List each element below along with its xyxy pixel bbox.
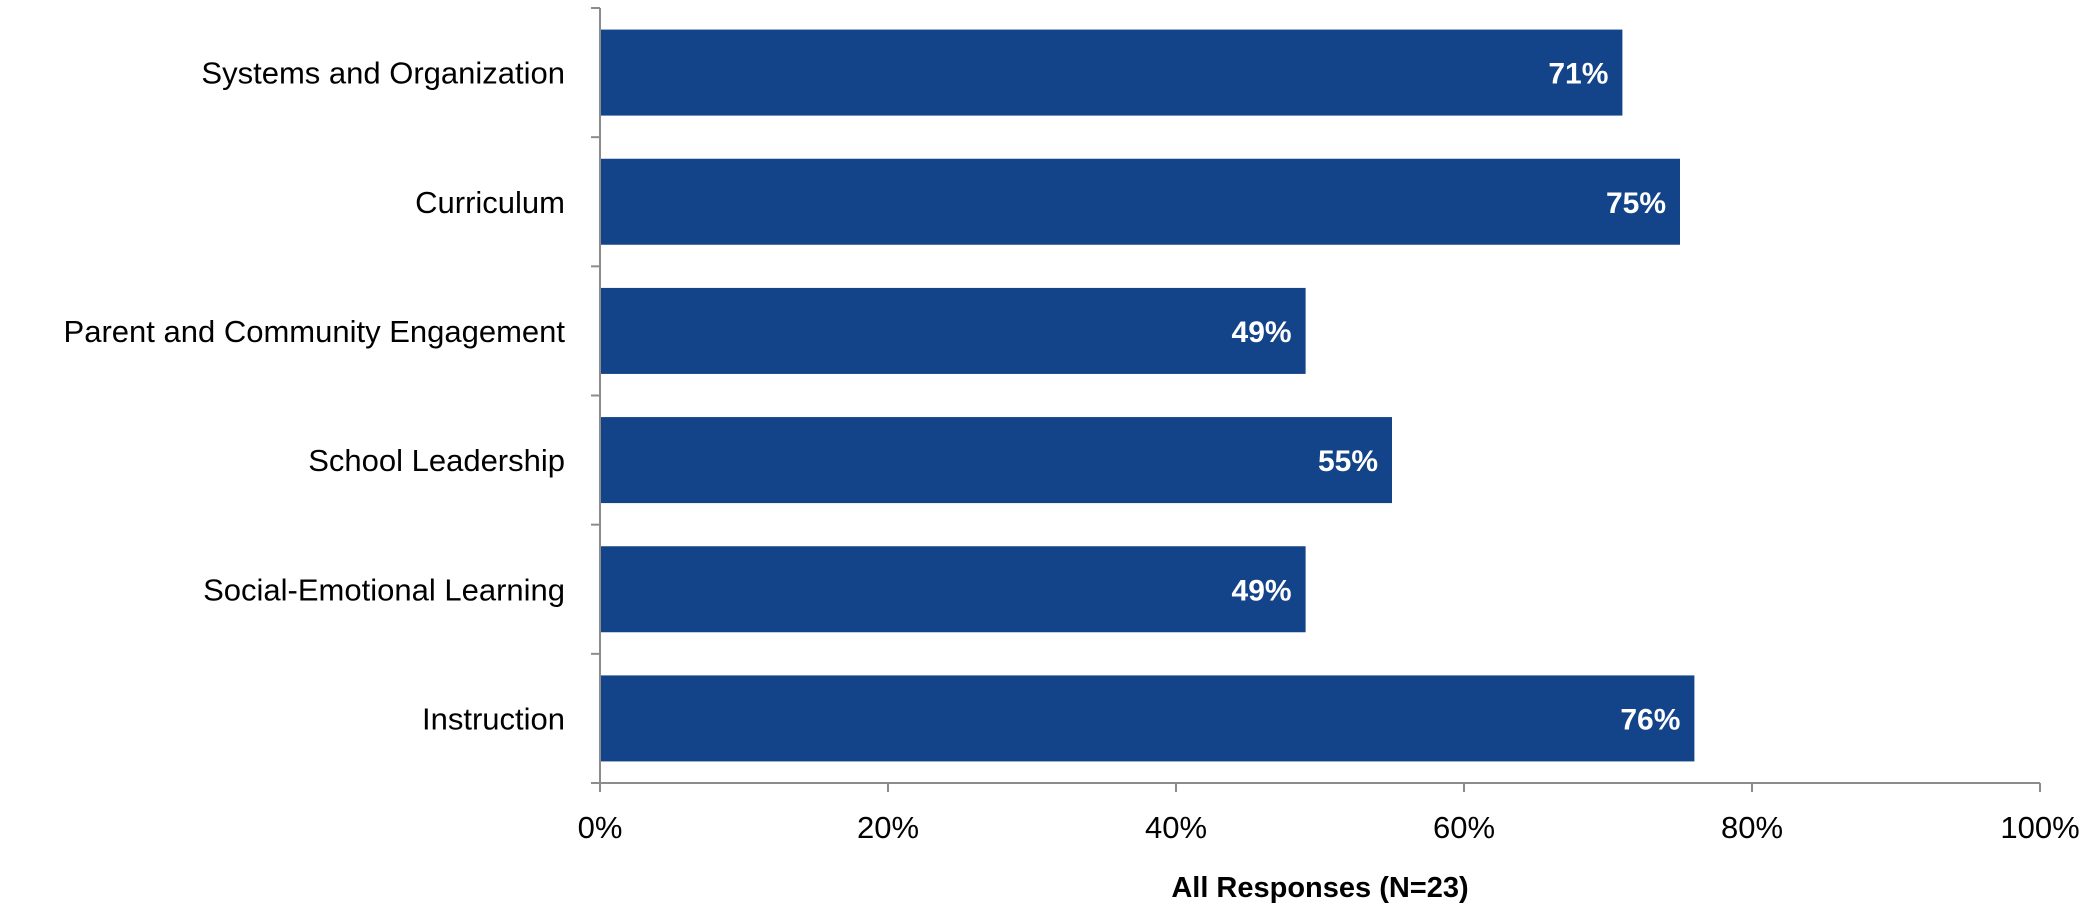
x-tick-label: 80% xyxy=(1721,810,1783,845)
category-label: Social-Emotional Learning xyxy=(203,572,565,607)
category-label: Parent and Community Engagement xyxy=(64,314,566,349)
x-axis-title: All Responses (N=23) xyxy=(1171,872,1468,903)
data-labels-group: 71% 75% 49% 55% 49% 76% xyxy=(1232,58,1681,737)
data-label: 49% xyxy=(1232,316,1292,349)
category-label: School Leadership xyxy=(308,443,565,478)
bar-school-leadership xyxy=(601,417,1392,504)
bar-parent-and-community-engagement xyxy=(601,287,1306,374)
bar-instruction xyxy=(601,675,1695,762)
x-tick-label: 0% xyxy=(578,810,623,845)
bar-curriculum xyxy=(601,158,1680,245)
category-label: Systems and Organization xyxy=(201,56,565,91)
data-label: 71% xyxy=(1548,58,1608,91)
data-label: 75% xyxy=(1606,187,1666,220)
category-labels-group: Systems and Organization Curriculum Parent… xyxy=(64,56,566,737)
x-tick-label: 20% xyxy=(857,810,919,845)
x-tick-label: 60% xyxy=(1433,810,1495,845)
data-label: 55% xyxy=(1318,445,1378,478)
bars-group xyxy=(601,29,1695,762)
category-label: Curriculum xyxy=(415,185,565,220)
x-tick-label: 100% xyxy=(2000,810,2079,845)
category-label: Instruction xyxy=(422,701,565,736)
bar-social-emotional-learning xyxy=(601,546,1306,633)
x-tick-label: 40% xyxy=(1145,810,1207,845)
data-label: 76% xyxy=(1620,703,1680,736)
axes-group: 0% 20% 40% 60% 80% 100% xyxy=(578,7,2080,845)
bar-systems-and-organization xyxy=(601,29,1623,116)
data-label: 49% xyxy=(1232,574,1292,607)
